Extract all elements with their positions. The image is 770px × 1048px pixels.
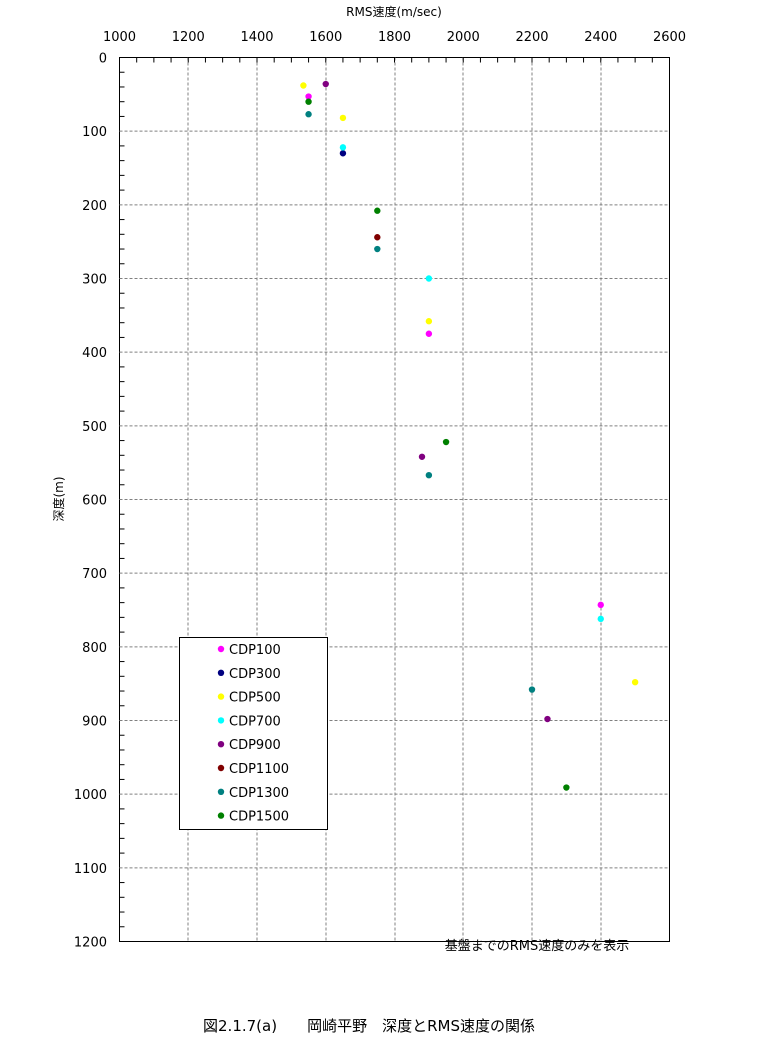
data-point-cdp1500 [563, 784, 570, 791]
y-tick-label: 0 [99, 52, 107, 67]
legend-label-cdp500: CDP500 [229, 691, 281, 706]
data-point-cdp700 [425, 275, 433, 282]
data-point-cdp500 [631, 678, 639, 686]
legend-marker-cdp1300 [217, 788, 225, 795]
figure-caption: 図2.1.7(a) 岡崎平野 深度とRMS速度の関係 [203, 1017, 535, 1035]
y-tick-label: 300 [82, 273, 107, 288]
x-tick-label: 1200 [172, 30, 205, 45]
data-point-cdp100 [597, 601, 604, 609]
y-axis-title: 深度(m) [51, 476, 66, 521]
legend-marker-cdp500 [217, 693, 225, 700]
data-point-cdp1500 [374, 207, 381, 214]
legend-marker-cdp1100 [217, 764, 225, 772]
data-point-cdp100 [305, 93, 312, 100]
legend-box [179, 637, 328, 830]
legend: CDP100 CDP300 CDP500 CDP700 CDP900 CDP1100 CDP… [179, 637, 328, 830]
data-point-cdp500 [339, 114, 347, 122]
data-point-cdp1300 [305, 111, 312, 118]
minor-ticks [119, 57, 653, 928]
y-tick-label: 500 [82, 420, 107, 435]
data-point-cdp700 [339, 144, 347, 151]
legend-marker-cdp700 [217, 717, 225, 724]
data-point-cdp1100 [374, 234, 381, 241]
y-tick-label: 1200 [74, 936, 107, 951]
x-tick-label: 2000 [447, 30, 480, 45]
data-point-cdp1300 [528, 686, 536, 693]
data-point-cdp900 [544, 715, 551, 723]
data-point-cdp900 [322, 80, 329, 88]
x-tick-label: 2600 [653, 30, 686, 45]
x-tick-label: 2200 [515, 30, 548, 45]
data-point-cdp100 [425, 330, 433, 337]
y-tick-label: 800 [82, 641, 107, 656]
legend-label-cdp1300: CDP1300 [229, 786, 289, 801]
legend-items: CDP100 CDP300 CDP500 CDP700 CDP900 CDP1100 CDP… [217, 643, 289, 825]
y-tick-label: 100 [82, 125, 107, 140]
chart-note: 基盤までのRMS速度のみを表示 [445, 938, 630, 954]
legend-label-cdp300: CDP300 [229, 667, 281, 682]
y-tick-label: 200 [82, 199, 107, 214]
legend-marker-cdp1500 [217, 812, 225, 819]
data-point-cdp900 [418, 453, 426, 460]
legend-label-cdp1500: CDP1500 [229, 810, 289, 825]
x-tick-label: 1000 [103, 30, 136, 45]
legend-label-cdp700: CDP700 [229, 714, 281, 729]
x-tick-label: 1800 [378, 30, 411, 45]
data-point-cdp1300 [425, 471, 433, 479]
legend-label-cdp100: CDP100 [229, 643, 281, 658]
data-point-cdp1500 [442, 438, 450, 446]
data-point-cdp500 [300, 82, 307, 89]
legend-marker-cdp300 [217, 669, 225, 676]
data-point-cdp700 [597, 615, 604, 623]
data-point-cdp1500 [305, 98, 312, 105]
x-axis-title: RMS速度(m/sec) [346, 4, 442, 19]
y-tick-label: 600 [82, 494, 107, 509]
legend-marker-cdp900 [217, 741, 225, 748]
data-point-cdp1300 [374, 245, 381, 253]
legend-label-cdp900: CDP900 [229, 738, 281, 753]
y-tick-label: 1000 [74, 788, 107, 803]
legend-marker-cdp100 [217, 645, 225, 653]
y-tick-label: 900 [82, 715, 107, 730]
y-tick-labels: 0 100 200 300 400 500 600 700 800 900 1000 1100 1200 [74, 52, 107, 951]
legend-label-cdp1100: CDP1100 [229, 762, 289, 777]
y-tick-label: 1100 [74, 862, 107, 877]
data-points [300, 80, 639, 791]
data-point-cdp300 [339, 150, 347, 157]
x-tick-labels: 1000 1200 1400 1600 1800 2000 2200 2400 2600 [103, 30, 686, 45]
y-tick-label: 400 [82, 346, 107, 361]
x-tick-label: 1400 [240, 30, 273, 45]
y-tick-label: 700 [82, 567, 107, 582]
data-point-cdp500 [425, 318, 433, 325]
x-tick-label: 1600 [309, 30, 342, 45]
x-tick-label: 2400 [584, 30, 617, 45]
